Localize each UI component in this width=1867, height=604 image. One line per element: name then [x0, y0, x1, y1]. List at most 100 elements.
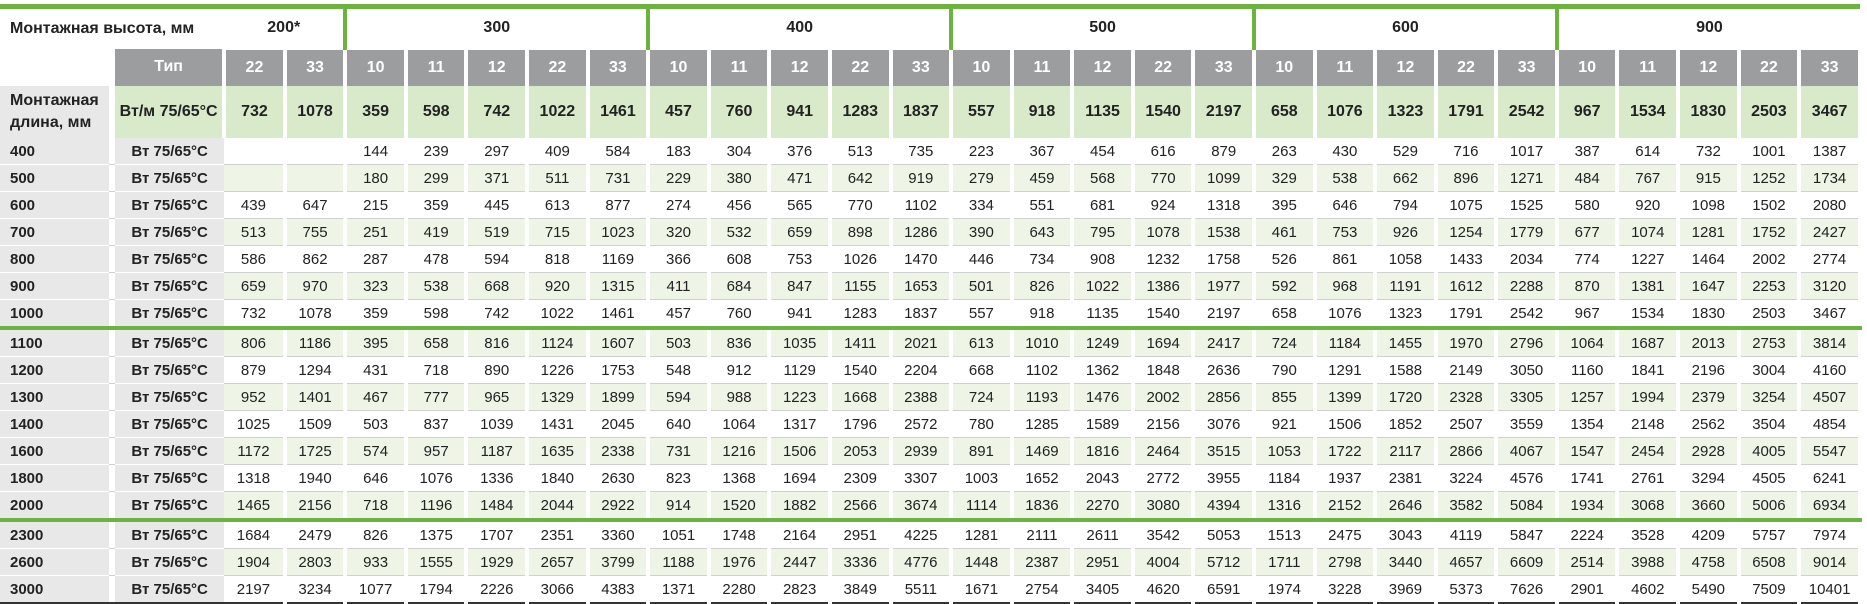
power-value: 511: [527, 164, 590, 192]
power-value: 836: [708, 328, 772, 357]
power-value: 1977: [1193, 272, 1256, 300]
power-value: 2117: [1375, 437, 1438, 465]
length-cell: 500: [0, 164, 110, 192]
power-value: 1227: [1617, 245, 1681, 273]
type-header: 33: [890, 48, 954, 86]
wm-value: 457: [646, 86, 711, 138]
type-header: 33: [1496, 48, 1559, 86]
power-value: 4160: [1799, 356, 1862, 384]
power-value: 967: [1554, 299, 1620, 330]
power-value: 1329: [527, 383, 590, 411]
power-value: 795: [1072, 218, 1135, 246]
table-row: 600 Вт 75/65°C 439 647 215 359 445 613 877 274 456…: [0, 191, 1862, 219]
power-value: 920: [527, 272, 590, 300]
gap-cell: [109, 138, 116, 165]
power-value: 1794: [405, 575, 469, 604]
power-value: 1816: [1072, 437, 1135, 465]
length-cell: 400: [0, 138, 110, 165]
power-value: 3050: [1496, 356, 1559, 384]
power-value: 594: [466, 245, 530, 273]
power-value: 3674: [890, 491, 954, 522]
power-value: 3360: [587, 520, 651, 549]
unit-cell: Вт 75/65°C: [115, 520, 225, 549]
power-value: 2002: [1738, 245, 1802, 273]
power-value: 912: [708, 356, 772, 384]
power-value: 879: [1193, 138, 1256, 165]
power-value: 4067: [1496, 437, 1559, 465]
power-value: 1741: [1554, 464, 1620, 492]
wm-value: 1135: [1072, 86, 1135, 138]
power-value: 1053: [1252, 437, 1317, 465]
power-value: 1075: [1435, 191, 1499, 219]
wm-value: 1323: [1375, 86, 1438, 138]
power-value: 898: [829, 218, 893, 246]
power-value: 1399: [1314, 383, 1378, 411]
power-value: 3542: [1132, 520, 1196, 549]
table-row: 1200 Вт 75/65°C 879 1294 431 718 890 1226 1753 54…: [0, 356, 1862, 384]
table-row: 1000 Вт 75/65°C 732 1078 359 598 742 1022 1461 45…: [0, 299, 1862, 330]
wm-value: 918: [1011, 86, 1075, 138]
power-value: 1694: [1132, 328, 1196, 357]
power-value: 3068: [1617, 491, 1681, 522]
power-value: 988: [708, 383, 772, 411]
power-value: 640: [646, 410, 711, 438]
power-value: 580: [1554, 191, 1620, 219]
power-value: 806: [224, 328, 287, 357]
power-value: 908: [1072, 245, 1135, 273]
power-value: 3004: [1738, 356, 1802, 384]
power-value: 1386: [1132, 272, 1196, 300]
power-value: 1232: [1132, 245, 1196, 273]
power-value: 957: [405, 437, 469, 465]
height-group-3: 500: [949, 4, 1254, 50]
power-value: 818: [527, 245, 590, 273]
power-value: 1694: [769, 464, 832, 492]
power-value: 5757: [1738, 520, 1802, 549]
power-value: 4209: [1678, 520, 1741, 549]
power-value: 390: [949, 218, 1014, 246]
power-value: 3234: [284, 575, 348, 604]
blank-cell: [0, 49, 109, 87]
power-value: 684: [708, 272, 772, 300]
wm-label: Вт/м 75/65°C: [115, 86, 227, 138]
power-value: 855: [1252, 383, 1317, 411]
power-value: 6508: [1738, 548, 1802, 576]
power-value: 3405: [1072, 575, 1135, 604]
wm-value: 941: [769, 86, 832, 138]
power-value: 919: [890, 164, 954, 192]
gap-cell: [109, 548, 116, 576]
power-value: 646: [1314, 191, 1378, 219]
power-value: 3988: [1617, 548, 1681, 576]
power-value: 456: [708, 191, 772, 219]
power-value: 1078: [1132, 218, 1196, 246]
power-value: 1124: [527, 328, 590, 357]
type-header: 33: [587, 48, 651, 86]
power-value: 3076: [1193, 410, 1256, 438]
power-value: 732: [1678, 138, 1741, 165]
power-value: 503: [343, 410, 408, 438]
mount-length-label: Монтажная длина, мм: [0, 86, 110, 138]
power-value: 1323: [1375, 299, 1438, 330]
power-value: 1315: [587, 272, 651, 300]
power-value: 2475: [1314, 520, 1378, 549]
power-value: 1934: [1554, 491, 1620, 522]
power-value: 1172: [224, 437, 287, 465]
power-value: 933: [343, 548, 408, 576]
power-value: 263: [1252, 138, 1317, 165]
power-value: 3814: [1799, 328, 1862, 357]
power-value: 3066: [527, 575, 590, 604]
power-value: 1362: [1072, 356, 1135, 384]
power-value: 952: [224, 383, 287, 411]
power-value: 503: [646, 328, 711, 357]
power-value: 2338: [587, 437, 651, 465]
power-value: 2197: [224, 575, 287, 604]
power-value: 968: [1314, 272, 1378, 300]
wm-value: 3467: [1799, 86, 1862, 138]
power-value: 3043: [1375, 520, 1438, 549]
power-value: 2288: [1496, 272, 1559, 300]
power-value: 1187: [466, 437, 530, 465]
power-value: 1540: [1132, 299, 1196, 330]
power-value: 1186: [284, 328, 348, 357]
table-row: 800 Вт 75/65°C 586 862 287 478 594 818 1169 366 60…: [0, 245, 1862, 273]
power-value: 1226: [527, 356, 590, 384]
power-value: 548: [646, 356, 711, 384]
